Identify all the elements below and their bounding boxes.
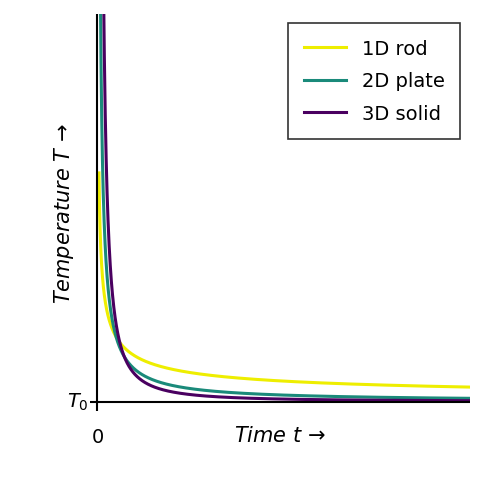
1D rod [467, 384, 473, 390]
1D rod [456, 384, 462, 390]
2D plate [467, 395, 473, 401]
2D plate [456, 395, 462, 401]
1D rod [96, 171, 102, 177]
Line: 3D solid: 3D solid [99, 0, 470, 401]
3D solid [456, 398, 462, 404]
3D solid [456, 398, 462, 404]
2D plate [115, 340, 121, 346]
X-axis label: Time $t$ →: Time $t$ → [234, 425, 326, 445]
2D plate [456, 395, 462, 401]
3D solid [266, 396, 272, 402]
1D rod [115, 337, 121, 343]
2D plate [388, 395, 394, 401]
Text: 0: 0 [92, 427, 104, 447]
Text: $T_0$: $T_0$ [67, 391, 88, 412]
Y-axis label: Temperature $T$ →: Temperature $T$ → [52, 123, 76, 303]
2D plate [266, 392, 272, 398]
3D solid [276, 396, 282, 402]
1D rod [456, 384, 462, 390]
1D rod [276, 378, 282, 384]
3D solid [388, 397, 394, 403]
Line: 2D plate: 2D plate [99, 0, 470, 398]
2D plate [276, 392, 282, 398]
Legend: 1D rod, 2D plate, 3D solid: 1D rod, 2D plate, 3D solid [288, 24, 460, 139]
1D rod [266, 378, 272, 383]
3D solid [467, 398, 473, 404]
3D solid [115, 332, 121, 337]
1D rod [388, 382, 394, 388]
Line: 1D rod: 1D rod [99, 174, 470, 387]
